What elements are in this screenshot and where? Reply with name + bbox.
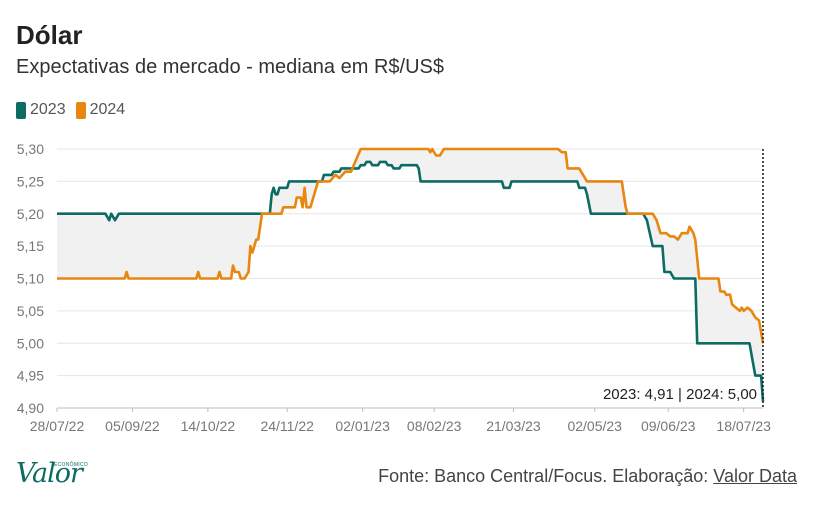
x-tick-label: 09/06/23 (641, 418, 696, 434)
y-tick-label: 4,90 (17, 400, 44, 416)
range-band (57, 149, 763, 402)
series-line-2023 (57, 160, 765, 402)
y-tick-label: 5,30 (17, 141, 44, 157)
x-tick-label: 18/07/23 (716, 418, 771, 434)
source-text: Fonte: Banco Central/Focus. Elaboração: (378, 466, 714, 486)
valor-logo-sup: ECONÔMICO (54, 462, 89, 468)
y-tick-label: 4,95 (17, 368, 44, 384)
x-tick-label: 21/03/23 (486, 418, 541, 434)
x-tick-label: 08/02/23 (407, 418, 462, 434)
x-axis: 28/07/22 05/09/22 14/10/22 24/11/22 02/01/23… (30, 408, 771, 434)
x-tick-label: 02/05/23 (567, 418, 622, 434)
source-note: Fonte: Banco Central/Focus. Elaboração: … (378, 466, 797, 487)
x-tick-label: 14/10/22 (181, 418, 236, 434)
legend-swatch-2023 (16, 101, 26, 119)
chart-title: Dólar (16, 20, 83, 50)
y-tick-label: 5,00 (17, 335, 44, 351)
legend-swatch-2024 (75, 101, 86, 119)
valor-logo: Valor (16, 458, 83, 489)
legend-label-2023: 2023 (30, 101, 66, 118)
legend-label-2024: 2024 (89, 101, 126, 118)
source-link[interactable]: Valor Data (713, 466, 797, 486)
y-tick-label: 5,25 (17, 173, 44, 189)
y-tick-label: 5,20 (17, 206, 44, 222)
x-tick-label: 05/09/22 (105, 418, 160, 434)
y-tick-label: 5,15 (17, 238, 44, 254)
last-value-annotation: 2023: 4,91 | 2024: 5,00 (603, 386, 757, 403)
y-tick-label: 5,10 (17, 271, 44, 287)
chart-subtitle: Expectativas de mercado - mediana em R$/… (16, 56, 444, 78)
series-line-2024 (57, 147, 765, 344)
y-tick-label: 5,05 (17, 303, 44, 319)
legend-item-2024: 2024 (75, 101, 126, 119)
x-tick-label: 24/11/22 (260, 418, 314, 434)
series-lines (57, 147, 765, 402)
legend: 2023 2024 (16, 101, 125, 119)
legend-item-2023: 2023 (16, 101, 66, 119)
y-axis: 5,30 5,25 5,20 5,15 5,10 5,05 5,00 4,95 4,90 (17, 141, 44, 416)
x-tick-label: 28/07/22 (30, 418, 85, 434)
x-tick-label: 02/01/23 (335, 418, 390, 434)
